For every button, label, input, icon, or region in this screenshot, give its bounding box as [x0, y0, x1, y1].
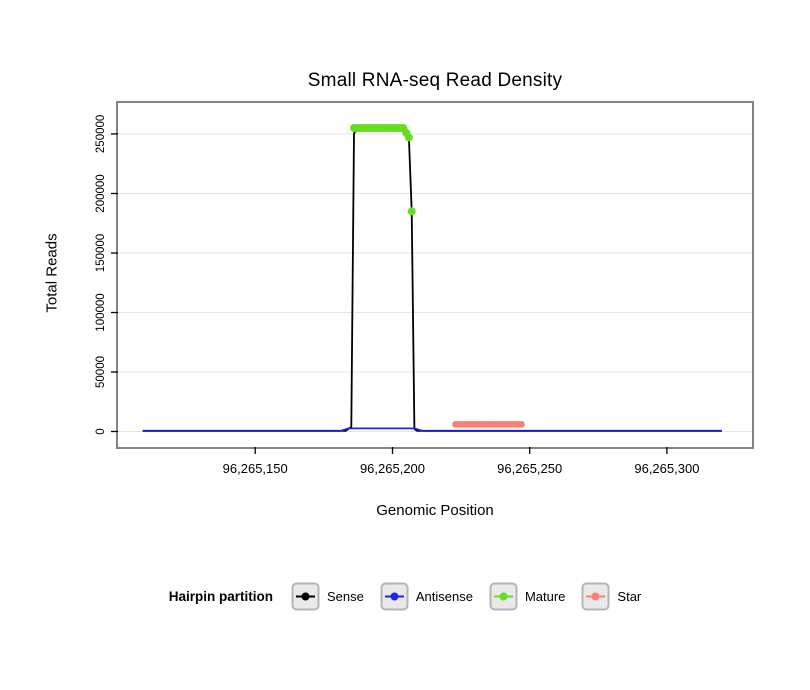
legend-label-sense: Sense — [326, 589, 364, 604]
point-mature — [404, 133, 413, 142]
x-tick-label: 96,265,150 — [223, 461, 288, 476]
legend-item-antisense: Antisense — [380, 582, 473, 611]
chart-title: Small RNA-seq Read Density — [307, 70, 563, 91]
series-line-sense — [142, 127, 722, 432]
legend-key-icon-star — [581, 582, 610, 611]
legend-label-star: Star — [617, 589, 642, 604]
legend-label-mature: Mature — [524, 589, 566, 604]
x-axis-label: Genomic Position — [376, 502, 494, 519]
plot-panel: 96,265,150 96,265,200 96,265,250 96,265,300… — [95, 101, 754, 476]
y-tick-label: 200000 — [95, 174, 107, 212]
y-tick-label: 0 — [95, 428, 107, 434]
plot-svg: 96,265,150 96,265,200 96,265,250 96,265,300… — [95, 115, 752, 476]
legend-items: Sense Antisense Mature Star — [291, 582, 641, 611]
point-star — [518, 421, 525, 428]
point-mature — [407, 207, 416, 216]
legend: Hairpin partition Sense Antisense Mature St… — [0, 582, 810, 611]
legend-item-star: Star — [581, 582, 641, 611]
y-tick-label: 100000 — [95, 293, 107, 331]
y-axis-label: Total Reads — [43, 233, 61, 313]
legend-item-mature: Mature — [489, 582, 565, 611]
legend-label-antisense: Antisense — [415, 589, 473, 604]
legend-item-sense: Sense — [291, 582, 364, 611]
x-tick-label: 96,265,250 — [497, 461, 562, 476]
y-tick-label: 150000 — [95, 234, 107, 272]
legend-key-icon-antisense — [380, 582, 409, 611]
legend-key-icon-sense — [291, 582, 320, 611]
x-tick-label: 96,265,200 — [360, 461, 425, 476]
y-tick-label: 50000 — [95, 356, 107, 388]
x-tick-label: 96,265,300 — [634, 461, 699, 476]
legend-title: Hairpin partition — [168, 589, 273, 604]
series-line-antisense — [142, 427, 722, 432]
legend-key-icon-mature — [489, 582, 518, 611]
y-tick-label: 250000 — [95, 115, 107, 153]
